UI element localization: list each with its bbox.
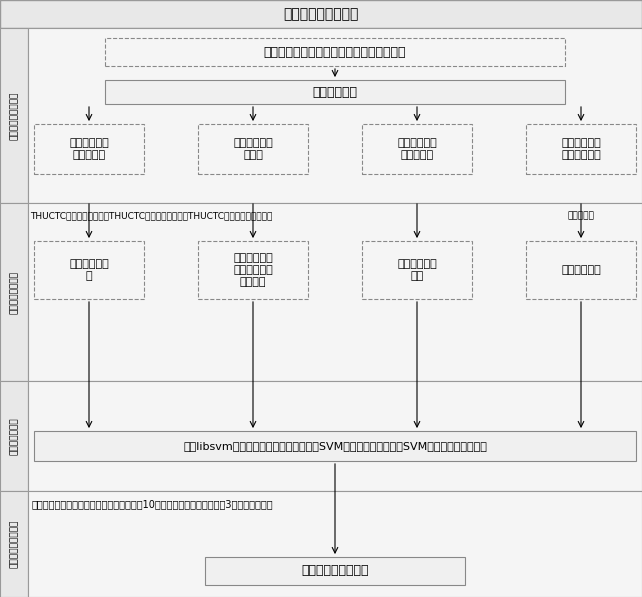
Text: 取自然对数: 取自然对数 bbox=[568, 211, 594, 220]
Text: 多信息源的股票预测: 多信息源的股票预测 bbox=[283, 7, 359, 21]
Text: 分别计算两个预测模型的准确度，召回率，10折交叉认证的精确率，根据3率筛选预测模型: 分别计算两个预测模型的准确度，召回率，10折交叉认证的精确率，根据3率筛选预测模… bbox=[32, 499, 273, 509]
Bar bbox=[28, 28, 642, 203]
Text: 文本的情感得
分: 文本的情感得 分 bbox=[69, 259, 109, 281]
Bar bbox=[526, 124, 636, 174]
Text: 文本的关键字
得分: 文本的关键字 得分 bbox=[397, 259, 437, 281]
Bar bbox=[105, 80, 565, 104]
Bar bbox=[362, 124, 472, 174]
Text: 国内主流的贴吧帖子、财务公告、研报信息: 国内主流的贴吧帖子、财务公告、研报信息 bbox=[264, 45, 406, 59]
Bar bbox=[0, 203, 28, 381]
Text: 使用libsvm的自定义核函数的功能定多核SVM多分类器和高斯核的SVM多分类器（对照组）: 使用libsvm的自定义核函数的功能定多核SVM多分类器和高斯核的SVM多分类器… bbox=[183, 441, 487, 451]
Text: 最好预测性能的模型: 最好预测性能的模型 bbox=[301, 565, 369, 577]
Bar bbox=[362, 241, 472, 299]
Bar bbox=[0, 491, 28, 597]
Bar bbox=[34, 241, 144, 299]
Text: 多信息源的数据信息: 多信息源的数据信息 bbox=[10, 91, 19, 140]
Bar bbox=[198, 241, 308, 299]
Text: 应用相关技术: 应用相关技术 bbox=[313, 85, 358, 99]
Bar bbox=[0, 28, 28, 203]
Text: 处理后的数据: 处理后的数据 bbox=[561, 265, 601, 275]
Text: 原始数据的预处理: 原始数据的预处理 bbox=[10, 270, 19, 313]
Bar bbox=[105, 38, 565, 66]
Text: 财务公告的原
始文本数据: 财务公告的原 始文本数据 bbox=[397, 138, 437, 160]
Bar bbox=[34, 431, 636, 461]
Bar bbox=[28, 491, 642, 597]
Bar bbox=[0, 381, 28, 491]
Bar bbox=[28, 381, 642, 491]
Text: 传统的经济金
融的原始数据: 传统的经济金 融的原始数据 bbox=[561, 138, 601, 160]
Bar bbox=[0, 0, 642, 28]
Text: THUCTC给文本数据进行评THUCTC给文本数据进行评THUCTC给文本数据进行评分: THUCTC给文本数据进行评THUCTC给文本数据进行评THUCTC给文本数据进… bbox=[30, 211, 272, 220]
Text: 股吧帖子的原
始文本数据: 股吧帖子的原 始文本数据 bbox=[69, 138, 109, 160]
Bar bbox=[28, 203, 642, 381]
Text: 文本的关键字
得分或文本的
情感得分: 文本的关键字 得分或文本的 情感得分 bbox=[233, 253, 273, 287]
Text: 预测模型的性能评估: 预测模型的性能评估 bbox=[10, 520, 19, 568]
Bar bbox=[34, 124, 144, 174]
Text: 预测模型的选择: 预测模型的选择 bbox=[10, 417, 19, 455]
Bar bbox=[205, 557, 465, 585]
Bar bbox=[198, 124, 308, 174]
Text: 研报的原始文
本数据: 研报的原始文 本数据 bbox=[233, 138, 273, 160]
Bar bbox=[526, 241, 636, 299]
